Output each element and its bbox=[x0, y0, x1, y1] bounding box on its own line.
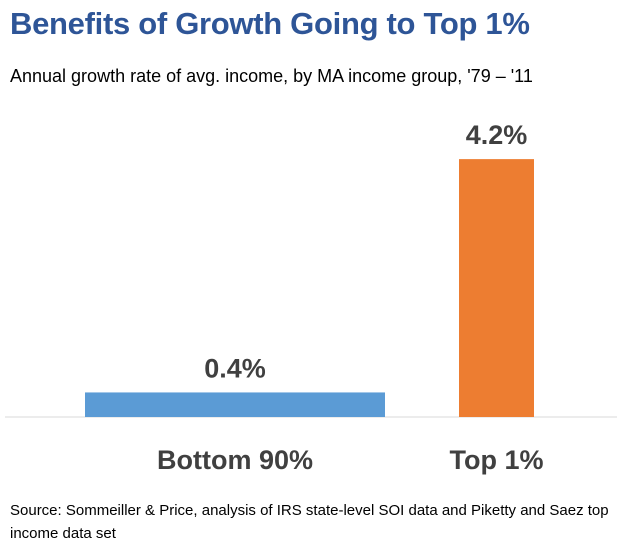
chart-subtitle: Annual growth rate of avg. income, by MA… bbox=[10, 66, 533, 86]
data-label-top-1: 4.2% bbox=[466, 120, 528, 150]
chart-title: Benefits of Growth Going to Top 1% bbox=[10, 6, 530, 41]
data-label-bottom-90: 0.4% bbox=[204, 353, 266, 383]
source-note: Source: Sommeiller & Price, analysis of … bbox=[10, 502, 609, 542]
bar-bottom-90 bbox=[85, 392, 385, 417]
category-label-top-1: Top 1% bbox=[450, 445, 544, 475]
bar-top-1 bbox=[459, 159, 534, 417]
category-label-bottom-90: Bottom 90% bbox=[157, 445, 313, 475]
